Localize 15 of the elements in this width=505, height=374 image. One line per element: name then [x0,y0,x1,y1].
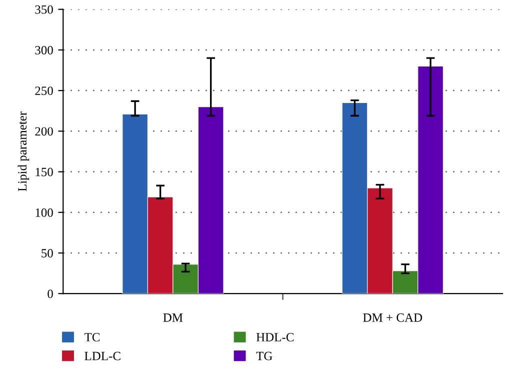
y-tick-label: 200 [35,127,53,136]
legend-label: LDL-C [84,352,120,360]
x-tick-label: DM + CAD [363,313,422,322]
legend-label: TC [84,333,100,342]
y-tick-label: 150 [36,168,53,176]
y-axis-title: Lipid parameter [18,111,30,192]
y-tick-label: 50 [42,249,53,258]
y-tick-label: 300 [35,46,53,54]
y-tick-label: 0 [48,290,53,298]
y-tick-label: 350 [35,5,53,14]
x-tick-label: DM [163,314,183,322]
y-tick-label: 100 [36,208,53,217]
legend-label: HDL-C [256,333,294,342]
legend-label: TG [256,352,272,360]
y-tick-label: 250 [35,86,53,96]
